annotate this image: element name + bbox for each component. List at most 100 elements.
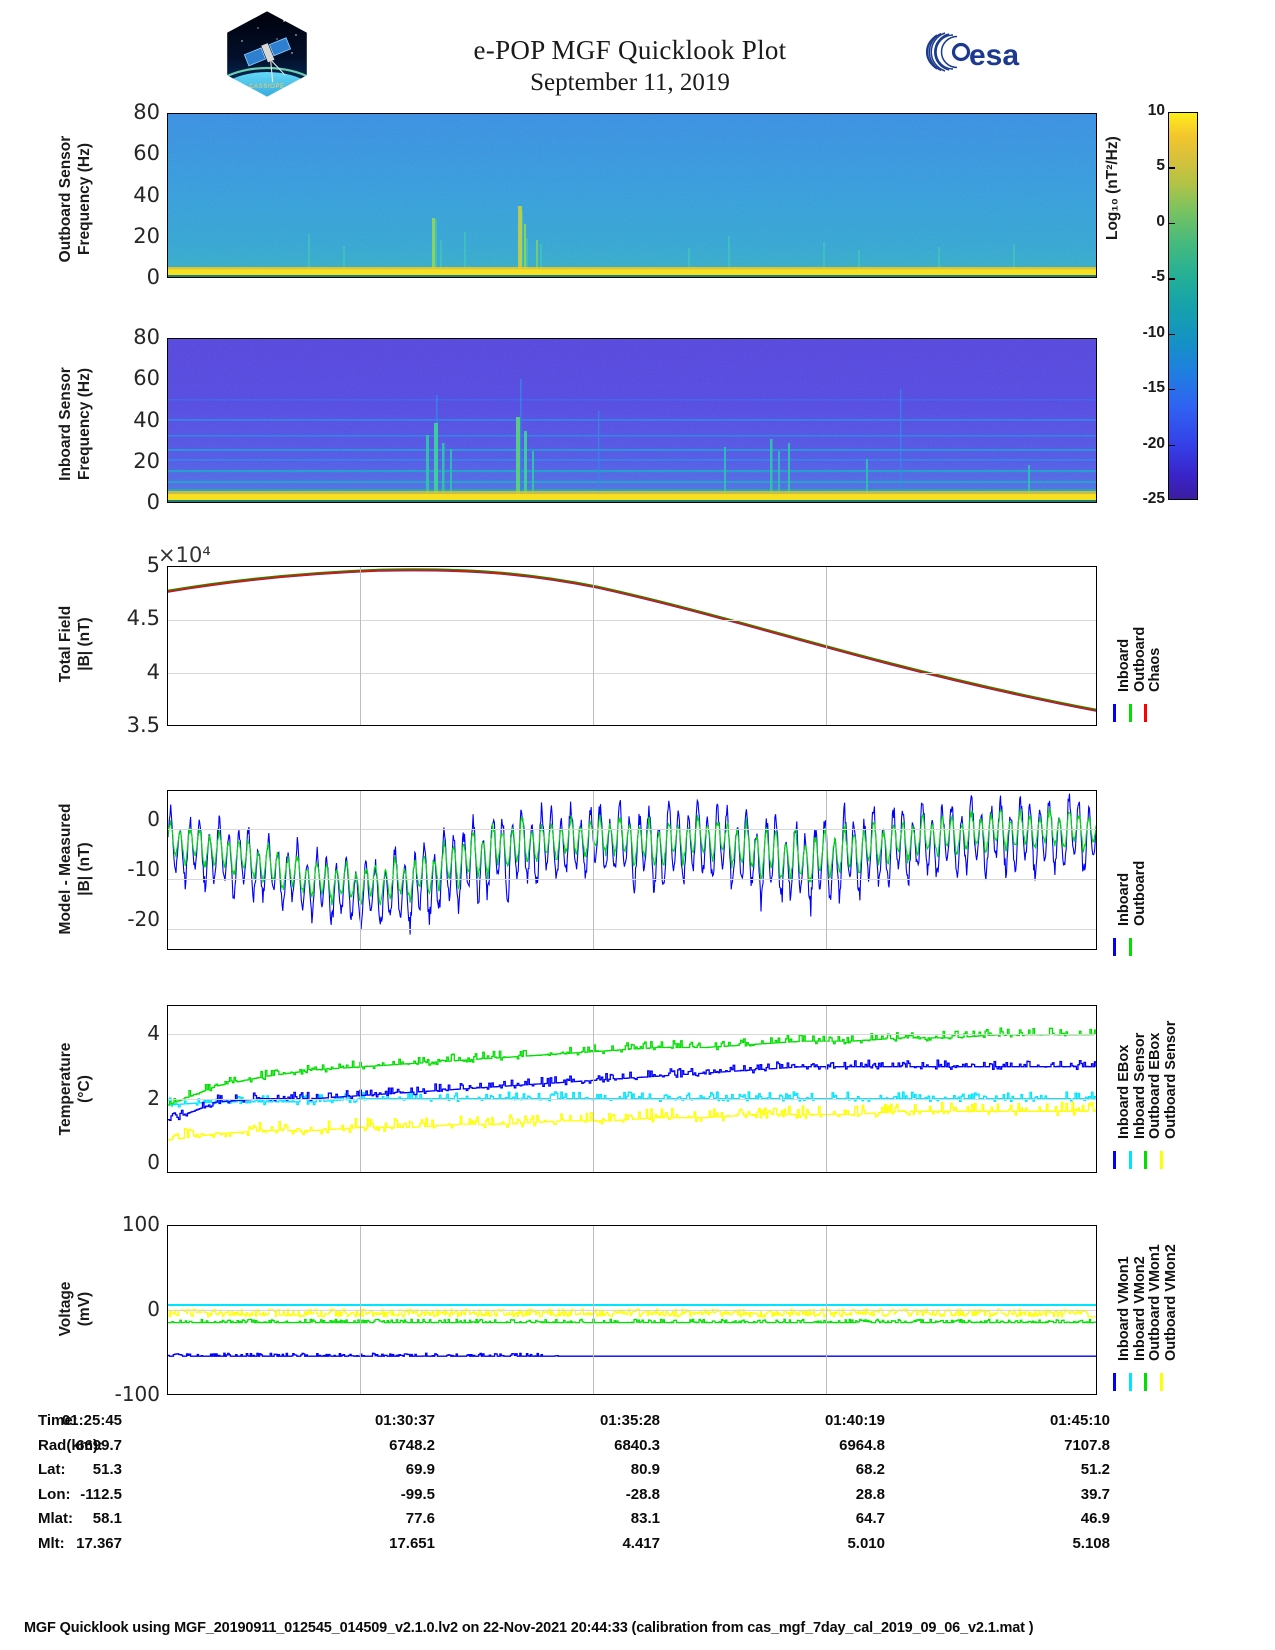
- esa-logo: esa: [926, 32, 1019, 72]
- table-cell: 17.651: [389, 1534, 435, 1552]
- legend-label: Outboard VMon1: [1147, 1244, 1163, 1361]
- colorbar-tick-mark: [1168, 333, 1175, 335]
- table-cell: 83.1: [630, 1510, 660, 1527]
- colorbar-tick-label: -10: [1142, 323, 1165, 341]
- axis-tick-label: -100: [114, 1382, 160, 1406]
- legend-label: Inboard VMon1: [1116, 1256, 1132, 1361]
- table-cell: -99.5: [400, 1485, 435, 1503]
- total-field-ylabel: Total Field |B| (nT): [57, 605, 93, 683]
- table-cell: 4.417: [622, 1534, 660, 1552]
- colorbar-tick-label: -15: [1142, 379, 1165, 397]
- total-field-axes: [167, 566, 1097, 726]
- table-cell: 58.1: [92, 1510, 122, 1527]
- inboard-spectrogram-axes: [167, 338, 1097, 503]
- total-field-exponent: ×10⁴: [158, 543, 211, 567]
- table-cell: 01:30:37: [374, 1412, 435, 1429]
- table-cell: 5.108: [1072, 1534, 1110, 1552]
- table-cell: -28.8: [625, 1485, 660, 1503]
- axis-tick-label: -10: [127, 857, 160, 881]
- legend-label: Inboard EBox: [1116, 1044, 1132, 1139]
- table-row: Rad(km): 6699.7 6748.2 6840.3 6964.8 7107.8: [30, 1437, 1245, 1462]
- colorbar-tick-mark: [1168, 444, 1175, 446]
- table-cell: 51.3: [92, 1461, 122, 1478]
- axis-tick-label: -20: [127, 907, 160, 931]
- footer-text: MGF Quicklook using MGF_20190911_012545_…: [24, 1620, 1034, 1636]
- table-row-label: Mlt:: [38, 1534, 65, 1552]
- table-row-label: Mlat:: [38, 1510, 73, 1527]
- axis-tick-label: 20: [133, 448, 160, 473]
- table-row: Lon: -112.5 -99.5 -28.8 28.8 39.7: [30, 1486, 1245, 1511]
- ephemeris-table: Time: 01:25:45 01:30:37 01:35:28 01:40:19 01:…: [30, 1412, 1245, 1559]
- legend-label: Outboard: [1131, 860, 1148, 926]
- legend-color-swatch: [1113, 1373, 1116, 1391]
- legend-color-swatch: [1159, 1373, 1163, 1391]
- table-cell: 6699.7: [76, 1436, 122, 1454]
- legend-label: Outboard VMon2: [1162, 1244, 1179, 1361]
- table-cell: -112.5: [80, 1485, 122, 1503]
- svg-text:esa: esa: [969, 39, 1019, 72]
- data-trace: [168, 793, 1096, 935]
- table-cell: 6748.2: [389, 1436, 435, 1454]
- legend-label: Outboard Sensor: [1162, 1020, 1179, 1139]
- colorbar-tick-label: 0: [1156, 212, 1165, 230]
- axis-tick-label: 2: [147, 1085, 160, 1110]
- legend-label: Inboard: [1116, 872, 1132, 926]
- colorbar-tick-mark: [1168, 167, 1175, 169]
- axis-tick-label: 4: [146, 659, 160, 684]
- table-cell: 64.7: [855, 1510, 885, 1527]
- voltage-axes: [167, 1225, 1097, 1395]
- legend-color-swatch: [1144, 1373, 1147, 1391]
- outboard-spectrogram-axes: [167, 113, 1097, 278]
- table-row: Mlat: 58.1 77.6 83.1 64.7 46.9: [30, 1510, 1245, 1535]
- table-cell: 01:25:45: [61, 1412, 122, 1429]
- colorbar: [1168, 112, 1198, 500]
- axis-tick-label: 4.5: [126, 606, 160, 631]
- table-cell: 6840.3: [614, 1436, 660, 1454]
- legend-color-swatch: [1128, 1373, 1132, 1391]
- axis-tick-label: 4: [147, 1021, 160, 1046]
- table-cell: 5.010: [847, 1534, 885, 1552]
- legend-label: Inboard VMon2: [1131, 1256, 1148, 1361]
- title-main: e-POP MGF Quicklook Plot: [473, 35, 787, 65]
- table-cell: 69.9: [405, 1461, 435, 1478]
- legend-color-swatch: [1128, 1151, 1132, 1169]
- title-subtitle: September 11, 2019: [530, 69, 730, 96]
- model-minus-measured-traces: [168, 793, 1096, 935]
- colorbar-tick-label: -5: [1151, 268, 1165, 286]
- legend-color-swatch: [1128, 938, 1132, 956]
- axis-tick-label: 80: [133, 100, 160, 124]
- colorbar-tick-label: 5: [1156, 157, 1165, 175]
- temperature-axes: [167, 1005, 1097, 1173]
- inboard-spectrogram-image: [168, 339, 1096, 502]
- axis-tick-label: 40: [133, 407, 160, 432]
- legend-color-swatch: [1144, 704, 1147, 722]
- table-row-label: Lon:: [38, 1485, 71, 1503]
- legend-label: Chaos: [1147, 647, 1163, 692]
- data-trace: [168, 1027, 1096, 1106]
- table-cell: 68.2: [855, 1461, 885, 1478]
- legend-color-swatch: [1113, 1151, 1116, 1169]
- temperature-traces: [168, 1027, 1096, 1141]
- svg-text:CASSIOPE: CASSIOPE: [249, 84, 284, 90]
- data-trace: [168, 807, 1096, 906]
- table-cell: 51.2: [1080, 1461, 1110, 1478]
- legend-color-swatch: [1113, 938, 1116, 956]
- data-trace: [168, 1308, 1096, 1318]
- table-cell: 39.7: [1080, 1485, 1110, 1503]
- table-row-label: Lat:: [38, 1461, 66, 1478]
- page-header: CASSIOPE esa e-POP MGF Quicklook Plot: [0, 0, 1275, 105]
- cassiope-mission-patch-logo: CASSIOPE: [224, 8, 310, 100]
- legend-color-swatch: [1144, 1151, 1147, 1169]
- axis-tick-label: 3.5: [126, 713, 160, 737]
- model-minus-measured-axes: [167, 790, 1097, 950]
- data-trace: [168, 1091, 1096, 1108]
- legend-label: Inboard: [1116, 638, 1132, 692]
- table-cell: 7107.8: [1064, 1436, 1110, 1454]
- axis-tick-label: 60: [133, 141, 160, 166]
- table-cell: 80.9: [630, 1461, 660, 1478]
- colorbar-tick-mark: [1168, 389, 1175, 391]
- data-trace: [168, 1101, 1096, 1141]
- data-trace: [168, 1352, 1096, 1357]
- axis-tick-label: 80: [133, 325, 160, 349]
- colorbar-tick-mark: [1168, 278, 1175, 280]
